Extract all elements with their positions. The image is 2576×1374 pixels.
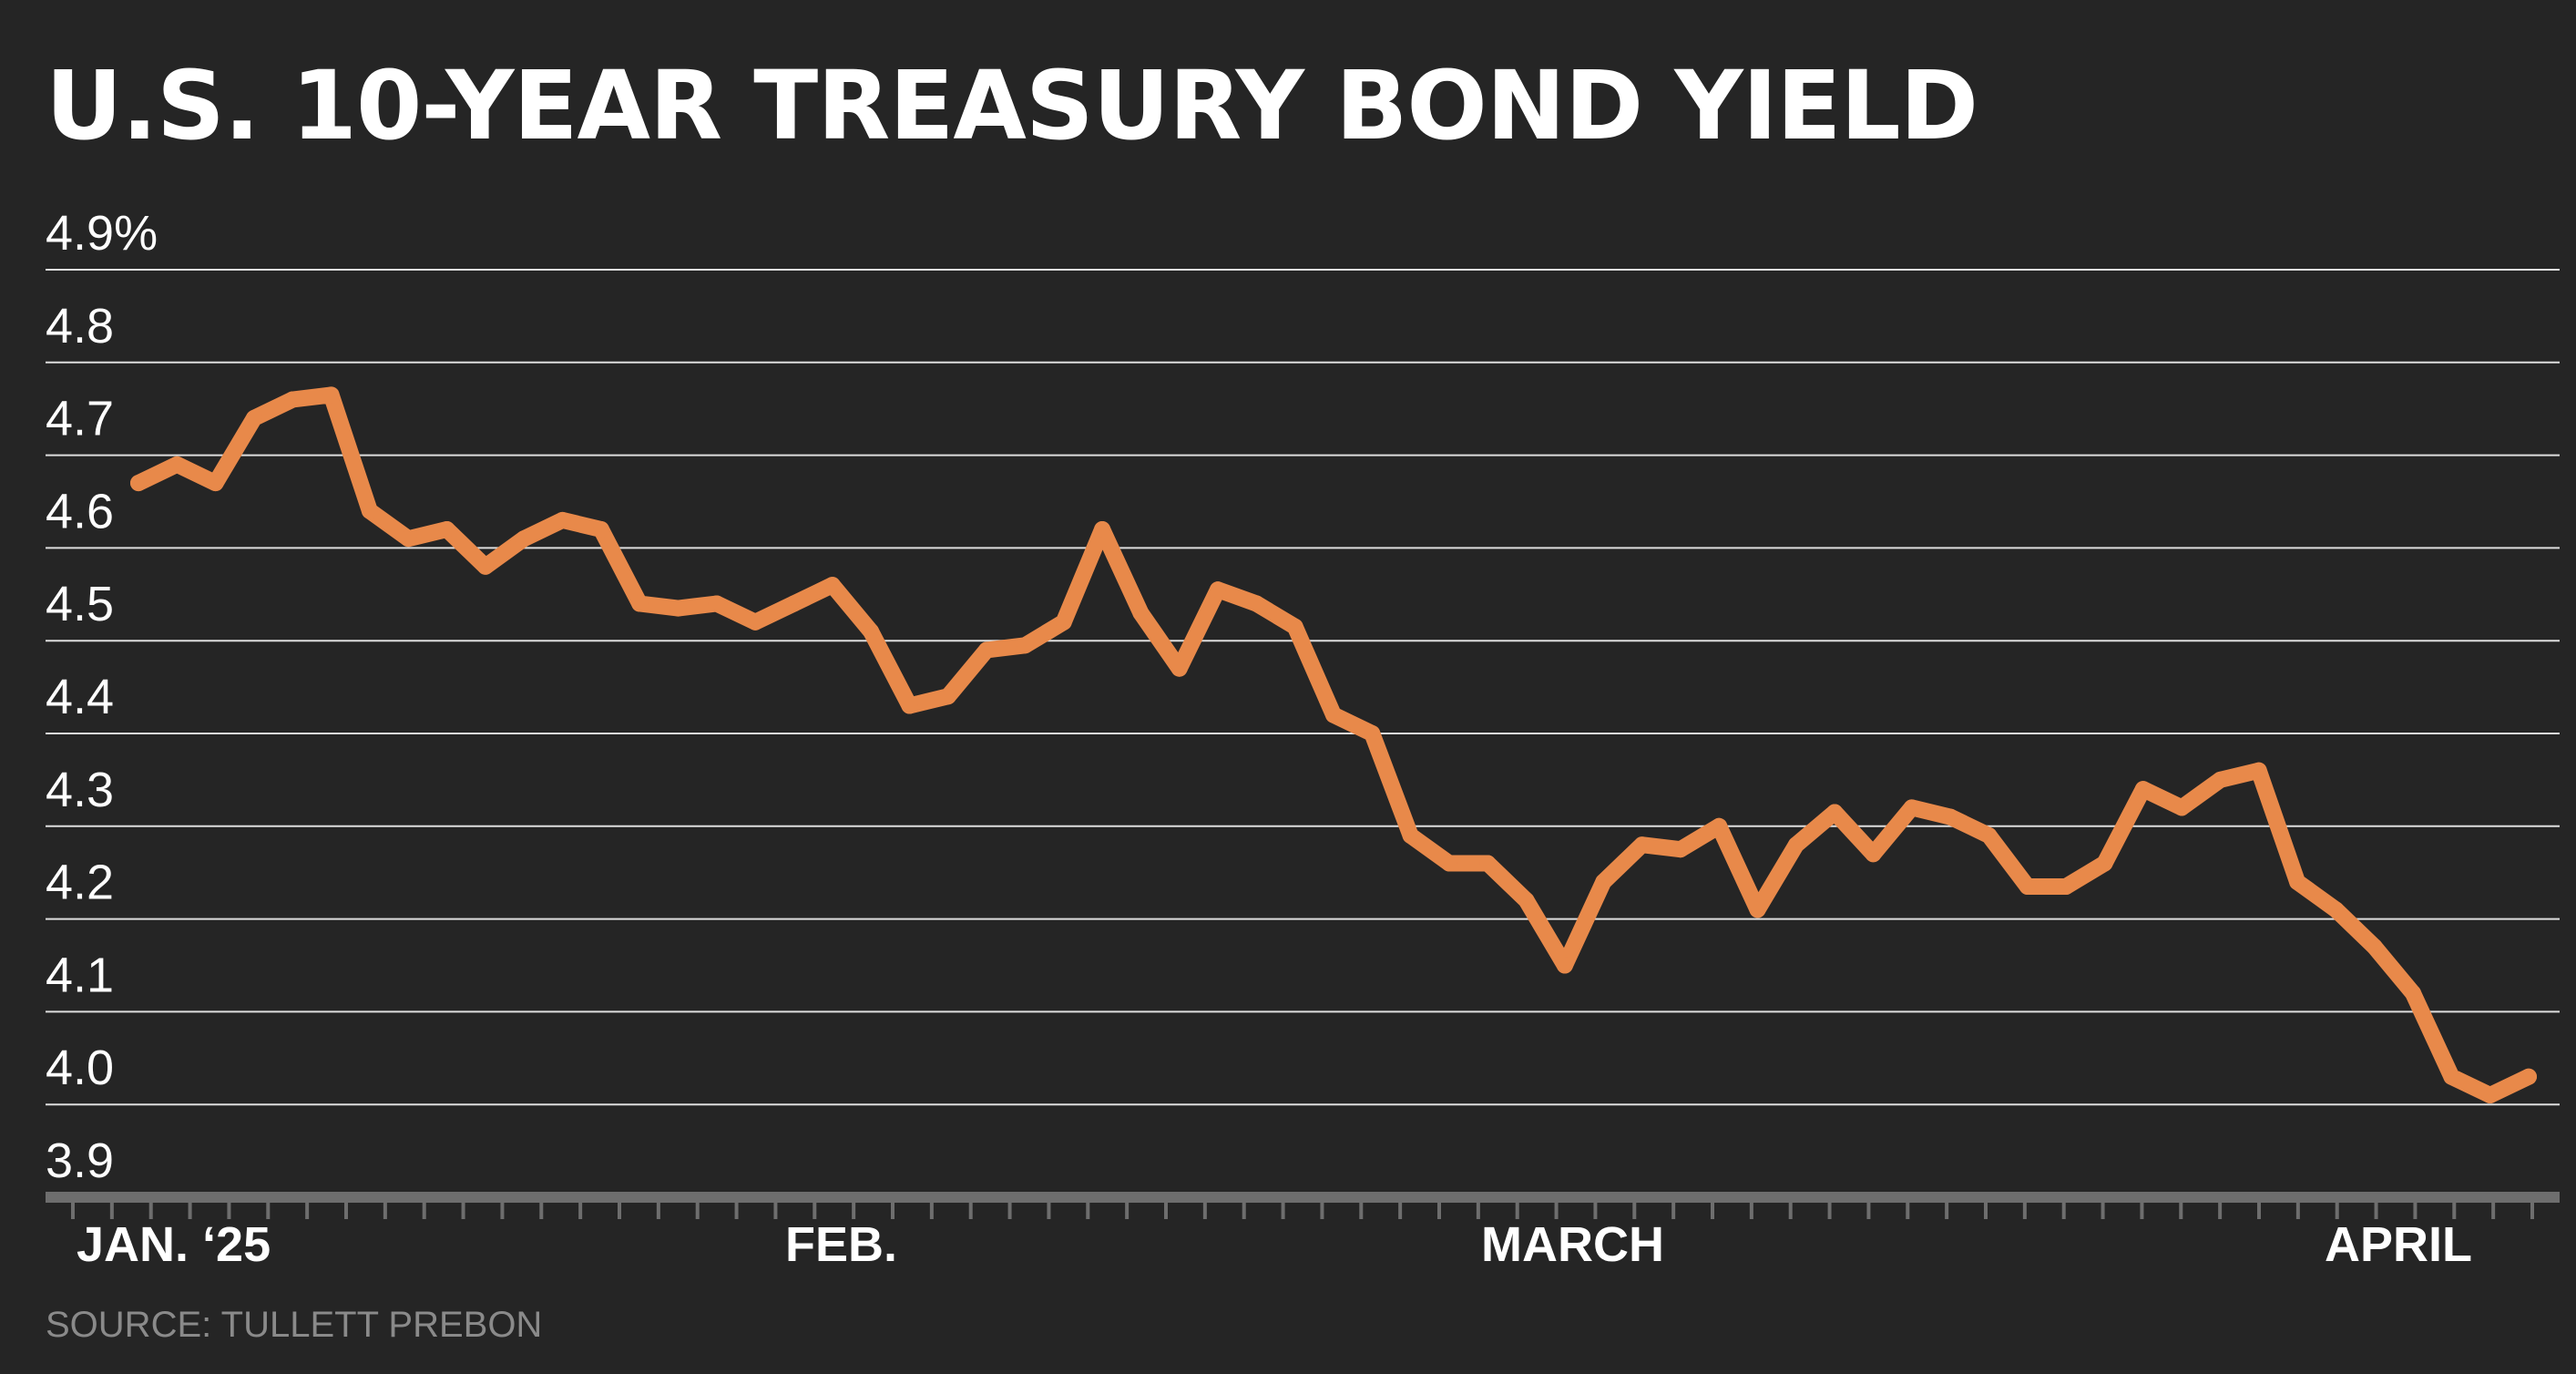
data-point	[2212, 771, 2229, 788]
x-tick-label: APRIL	[2325, 1217, 2472, 1272]
data-point	[322, 386, 340, 404]
y-tick-label: 4.4	[46, 670, 114, 724]
data-point	[2134, 781, 2152, 798]
data-point	[2327, 901, 2345, 918]
data-point	[2481, 1087, 2499, 1103]
data-point	[1518, 892, 1535, 909]
data-point	[1787, 836, 1804, 854]
series-layer	[130, 386, 2537, 1103]
x-tick-label: MARCH	[1481, 1217, 1664, 1272]
data-point	[592, 521, 609, 538]
data-point	[708, 595, 725, 612]
data-point	[1286, 618, 1303, 635]
y-tick-label: 4.7	[46, 392, 114, 446]
x-tick-label: JAN. ‘25	[77, 1217, 271, 1272]
data-point	[2289, 873, 2306, 890]
data-point	[901, 697, 918, 714]
data-point	[1749, 901, 1766, 918]
data-point	[438, 521, 455, 538]
data-point	[130, 475, 147, 492]
data-point	[1942, 808, 1959, 825]
data-point	[2250, 762, 2267, 779]
data-point	[1210, 581, 1226, 599]
data-point	[2366, 938, 2383, 956]
data-point	[1055, 613, 1072, 631]
data-point	[1980, 827, 1998, 844]
y-tick-label: 4.1	[46, 948, 114, 1002]
data-point	[1441, 855, 1457, 872]
y-tick-label: 4.3	[46, 763, 114, 817]
data-point	[1170, 660, 1188, 677]
data-point	[1865, 846, 1882, 863]
data-point	[1671, 841, 1689, 858]
data-point	[1325, 706, 1342, 723]
data-point	[1094, 521, 1111, 538]
y-tick-label: 3.9	[46, 1133, 114, 1188]
data-point	[400, 530, 417, 548]
data-point	[1903, 799, 1920, 816]
x-axis-labels: JAN. ‘25 FEB. MARCH APRIL	[77, 1217, 2472, 1272]
y-tick-label: 4.9%	[46, 206, 158, 261]
chart-title: U.S. 10-YEAR TREASURY BOND YIELD	[46, 50, 1978, 161]
grid-lines	[46, 269, 2560, 1106]
data-point	[1826, 804, 1844, 821]
data-point	[284, 391, 302, 408]
data-point	[2019, 878, 2036, 895]
data-point	[1479, 855, 1497, 872]
data-point	[2443, 1068, 2460, 1085]
data-point	[361, 502, 378, 519]
x-axis-baseline	[46, 1192, 2560, 1203]
data-point	[1556, 957, 1573, 974]
data-point	[670, 600, 687, 617]
y-tick-label: 4.6	[46, 484, 114, 538]
data-point	[2096, 855, 2113, 872]
data-point	[246, 409, 262, 426]
data-point	[1402, 827, 1419, 844]
data-point	[1017, 637, 1034, 654]
x-tick-label: FEB.	[785, 1217, 897, 1272]
data-point	[1633, 836, 1651, 854]
data-point	[2173, 799, 2191, 816]
y-tick-label: 4.8	[46, 299, 114, 354]
data-point	[1364, 725, 1381, 742]
data-point	[785, 595, 802, 612]
y-tick-label: 4.5	[46, 577, 114, 631]
data-point	[631, 595, 649, 612]
data-point	[1132, 604, 1150, 621]
data-point	[1248, 595, 1265, 612]
data-point	[476, 558, 494, 575]
x-axis	[46, 1192, 2560, 1219]
data-point	[207, 475, 224, 492]
data-point	[516, 530, 533, 548]
data-point	[978, 641, 996, 659]
data-point	[1595, 873, 1612, 890]
y-axis-ticks: 4.9% 4.8 4.7 4.6 4.5 4.4 4.3 4.2 4.1 4.0 3.9	[46, 206, 158, 1188]
y-tick-label: 4.0	[46, 1041, 114, 1095]
y-tick-label: 4.2	[46, 856, 114, 910]
data-point	[1711, 817, 1728, 835]
data-point	[823, 577, 841, 594]
data-point	[747, 613, 764, 631]
data-point	[169, 456, 186, 473]
series-line-yield	[130, 386, 2537, 1103]
data-point	[2405, 985, 2421, 1001]
source-note: SOURCE: TULLETT PREBON	[46, 1305, 543, 1345]
data-point	[2520, 1068, 2537, 1085]
data-point	[939, 688, 956, 705]
data-point	[863, 623, 880, 640]
data-point	[2058, 878, 2075, 895]
data-point	[554, 511, 571, 528]
